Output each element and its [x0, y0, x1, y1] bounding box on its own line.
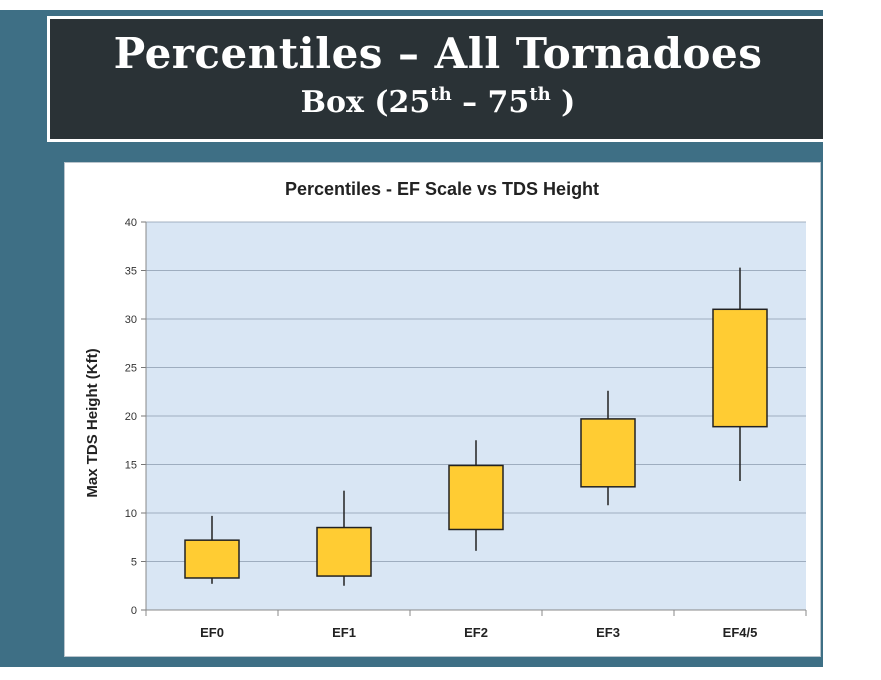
subtitle-superscript-1: th [430, 84, 452, 105]
y-tick-label: 30 [125, 314, 137, 326]
subtitle-prefix: Box (25 [300, 85, 431, 120]
y-axis-title: Max TDS Height (Kft) [84, 348, 101, 497]
box-ef2 [448, 464, 504, 531]
y-tick-label: 0 [131, 605, 137, 617]
subtitle-superscript-2: th [529, 84, 551, 105]
y-tick-label: 25 [125, 363, 137, 375]
box-ef0 [184, 539, 240, 579]
subtitle-suffix: ) [550, 85, 576, 120]
category-label: EF2 [464, 625, 488, 640]
y-tick-label: 35 [125, 266, 137, 278]
chart: Percentiles - EF Scale vs TDS Height Max… [84, 179, 807, 640]
y-tick-label: 15 [125, 460, 137, 472]
plot-area: 0 5 10 15 20 25 30 35 40 EF0 EF1 EF2 EF3 EF4/5 [125, 217, 807, 640]
category-label: EF1 [332, 625, 356, 640]
slide-subtitle: Box (25th – 75th ) [50, 85, 826, 120]
box-ef4-5 [712, 308, 768, 428]
subtitle-middle: – 75 [451, 85, 530, 120]
y-tick-label: 20 [125, 411, 137, 423]
y-tick-label: 10 [125, 508, 137, 520]
box-ef3 [580, 418, 636, 488]
category-label: EF3 [596, 625, 620, 640]
slide-top-edge [0, 0, 823, 10]
slide-background: Percentiles – All Tornadoes Box (25th – … [0, 0, 823, 667]
y-tick-label: 5 [131, 557, 137, 569]
y-tick-label: 40 [125, 217, 137, 229]
category-label: EF0 [200, 625, 224, 640]
box-ef1 [316, 526, 372, 577]
chart-panel: Percentiles - EF Scale vs TDS Height Max… [64, 162, 821, 657]
slide-title: Percentiles – All Tornadoes [113, 29, 763, 78]
category-label: EF4/5 [723, 625, 758, 640]
chart-title: Percentiles - EF Scale vs TDS Height [285, 179, 599, 199]
slide-header: Percentiles – All Tornadoes Box (25th – … [47, 16, 823, 142]
